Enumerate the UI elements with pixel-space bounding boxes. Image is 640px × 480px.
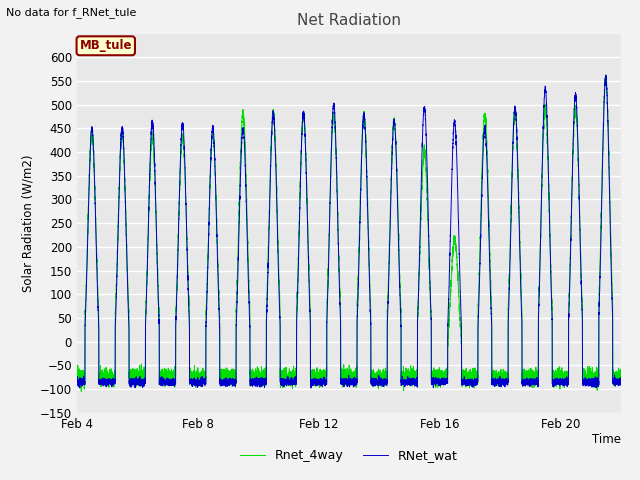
Text: MB_tule: MB_tule [79, 39, 132, 52]
Rnet_4way [522, 372, 530, 378]
Legend: Rnet_4way, RNet_wat: Rnet_4way, RNet_wat [235, 444, 463, 467]
RNet_wat [73, 378, 81, 384]
Rnet_4way [77, 388, 85, 394]
Rnet_4way [287, 383, 294, 389]
Line: Rnet_4way: Rnet_4way [77, 75, 621, 391]
Rnet_4way [617, 374, 625, 380]
Text: No data for f_RNet_tule: No data for f_RNet_tule [6, 7, 137, 18]
Rnet_4way [302, 157, 310, 163]
RNet_wat [302, 158, 310, 164]
RNet_wat [287, 376, 294, 382]
X-axis label: Time: Time [592, 433, 621, 446]
RNet_wat [502, 376, 510, 382]
Y-axis label: Solar Radiation (W/m2): Solar Radiation (W/m2) [21, 155, 35, 292]
Rnet_4way [73, 377, 81, 383]
Line: RNet_wat: RNet_wat [77, 75, 621, 388]
Title: Net Radiation: Net Radiation [297, 13, 401, 28]
RNet_wat [617, 380, 625, 385]
Rnet_4way [502, 374, 510, 380]
RNet_wat [508, 203, 515, 208]
RNet_wat [307, 385, 315, 391]
Rnet_4way [602, 72, 609, 78]
RNet_wat [602, 72, 610, 78]
Rnet_4way [508, 194, 515, 200]
RNet_wat [481, 122, 489, 128]
RNet_wat [522, 379, 530, 385]
Rnet_4way [481, 111, 489, 117]
